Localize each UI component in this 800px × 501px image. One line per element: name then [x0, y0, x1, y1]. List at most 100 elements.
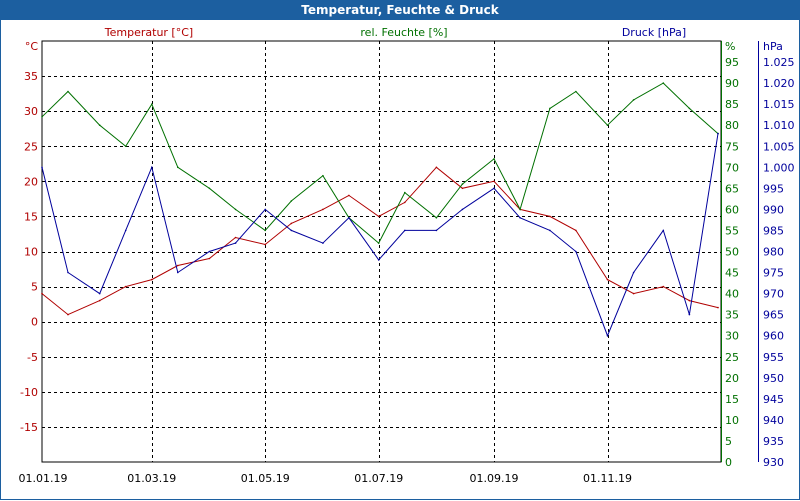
humidity-tick-label: 35 — [725, 309, 739, 322]
pressure-tick-label: 1.015 — [763, 98, 795, 111]
humidity-tick-label: 60 — [725, 203, 739, 216]
humidity-tick-label: 30 — [725, 330, 739, 343]
temperature-tick-label: -5 — [27, 351, 38, 364]
pressure-tick-label: 975 — [763, 267, 784, 280]
data-point-temperature — [717, 306, 719, 309]
temperature-unit-label: °C — [25, 40, 39, 53]
data-point-humidity — [98, 124, 101, 126]
pressure-tick-label: 1.000 — [763, 161, 795, 174]
data-point-temperature — [98, 299, 101, 302]
data-point-humidity — [688, 107, 691, 110]
series-label: Temperatur [°C] — [104, 26, 193, 39]
x-tick-label: 01.09.19 — [470, 472, 519, 485]
humidity-tick-label: 80 — [725, 119, 739, 132]
data-point-pressure — [549, 229, 551, 232]
x-tick-label: 01.11.19 — [583, 472, 632, 485]
pressure-tick-label: 1.005 — [763, 140, 795, 153]
x-tick-label: 01.07.19 — [354, 472, 403, 485]
data-point-humidity — [519, 208, 521, 211]
data-point-temperature — [151, 278, 153, 281]
humidity-tick-label: 10 — [725, 414, 739, 427]
pressure-unit-label: hPa — [763, 40, 783, 53]
data-point-humidity — [41, 116, 43, 118]
temperature-tick-label: 5 — [31, 281, 38, 294]
data-point-pressure — [662, 229, 665, 232]
x-tick-label: 01.05.19 — [241, 472, 290, 485]
data-point-temperature — [67, 313, 69, 316]
data-point-pressure — [41, 166, 43, 169]
temperature-tick-label: 35 — [24, 70, 38, 83]
data-point-temperature — [662, 285, 665, 288]
pressure-tick-label: 950 — [763, 372, 784, 385]
data-point-temperature — [322, 208, 324, 211]
data-point-humidity — [435, 217, 438, 219]
data-point-temperature — [124, 285, 127, 288]
data-point-humidity — [606, 124, 609, 126]
pressure-tick-label: 995 — [763, 182, 784, 195]
data-point-pressure — [124, 229, 127, 232]
window-title: Temperatur, Feuchte & Druck — [1, 1, 799, 20]
data-point-pressure — [348, 217, 350, 219]
humidity-tick-label: 0 — [725, 456, 732, 469]
temperature-tick-label: 20 — [24, 175, 38, 188]
pressure-tick-label: 935 — [763, 435, 784, 448]
data-point-humidity — [575, 90, 577, 93]
data-point-pressure — [435, 229, 438, 232]
humidity-tick-label: 85 — [725, 98, 739, 111]
data-point-pressure — [461, 208, 464, 211]
data-point-pressure — [177, 271, 179, 274]
humidity-tick-label: 50 — [725, 246, 739, 259]
data-point-pressure — [493, 187, 495, 190]
data-point-humidity — [322, 174, 324, 177]
humidity-unit-label: % — [725, 40, 735, 53]
data-point-pressure — [688, 313, 691, 316]
data-point-pressure — [632, 271, 635, 274]
plot-frame — [41, 40, 722, 463]
data-point-temperature — [606, 278, 609, 281]
x-tick-label: 01.01.19 — [19, 472, 68, 485]
temperature-tick-label: -10 — [20, 386, 38, 399]
humidity-tick-label: 20 — [725, 372, 739, 385]
data-point-temperature — [348, 194, 350, 197]
data-point-pressure — [519, 217, 521, 219]
data-point-pressure — [290, 229, 293, 232]
data-point-humidity — [124, 145, 127, 148]
data-point-humidity — [493, 158, 495, 160]
data-point-humidity — [67, 90, 69, 93]
pressure-tick-label: 980 — [763, 246, 784, 259]
data-point-temperature — [264, 243, 267, 246]
data-point-pressure — [377, 259, 380, 261]
data-point-temperature — [435, 166, 438, 169]
data-point-pressure — [67, 271, 69, 274]
temperature-tick-label: -15 — [20, 421, 38, 434]
data-point-humidity — [632, 99, 635, 101]
x-tick-label: 01.03.19 — [127, 472, 176, 485]
data-point-humidity — [264, 229, 267, 232]
pressure-tick-label: 970 — [763, 288, 784, 301]
data-point-temperature — [461, 187, 464, 190]
data-point-humidity — [177, 166, 179, 169]
humidity-tick-label: 15 — [725, 393, 739, 406]
temperature-tick-label: 25 — [24, 140, 38, 153]
series-label: rel. Feuchte [%] — [360, 26, 447, 39]
pressure-tick-label: 955 — [763, 351, 784, 364]
data-point-pressure — [717, 132, 719, 135]
data-point-pressure — [404, 229, 406, 232]
pressure-tick-label: 945 — [763, 393, 784, 406]
pressure-tick-label: 965 — [763, 309, 784, 322]
data-point-temperature — [234, 236, 237, 239]
data-point-temperature — [377, 215, 380, 218]
data-point-humidity — [290, 200, 293, 202]
series-label: Druck [hPa] — [622, 26, 686, 39]
pressure-tick-label: 930 — [763, 456, 784, 469]
data-point-humidity — [151, 103, 153, 105]
data-point-humidity — [377, 242, 380, 244]
humidity-tick-label: 5 — [725, 435, 732, 448]
pressure-tick-label: 1.020 — [763, 77, 795, 90]
data-point-humidity — [234, 208, 237, 211]
data-point-pressure — [208, 250, 211, 253]
temperature-tick-label: 30 — [24, 105, 38, 118]
humidity-tick-label: 45 — [725, 267, 739, 280]
pressure-tick-label: 940 — [763, 414, 784, 427]
